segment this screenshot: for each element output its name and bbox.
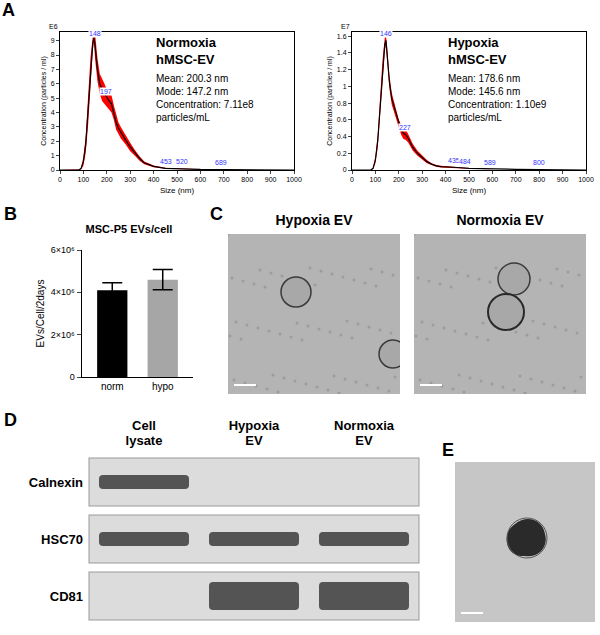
svg-text:900: 900 xyxy=(557,176,569,183)
svg-text:1000: 1000 xyxy=(578,176,594,183)
svg-text:148: 148 xyxy=(89,30,101,37)
svg-text:0: 0 xyxy=(51,166,55,173)
html-text:A: A xyxy=(2,0,15,20)
svg-text:300: 300 xyxy=(124,176,136,183)
svg-text:600: 600 xyxy=(487,176,499,183)
svg-text:600: 600 xyxy=(195,176,207,183)
svg-text:4×10⁶: 4×10⁶ xyxy=(51,287,75,297)
svg-text:9: 9 xyxy=(51,37,55,44)
svg-text:100: 100 xyxy=(370,176,382,183)
svg-text:7: 7 xyxy=(51,66,55,73)
svg-text:200: 200 xyxy=(393,176,405,183)
svg-text:hypo: hypo xyxy=(152,381,174,392)
svg-text:Celllysate: Celllysate xyxy=(126,418,163,448)
svg-text:300: 300 xyxy=(416,176,428,183)
svg-text:1000: 1000 xyxy=(286,176,302,183)
svg-text:HSC70: HSC70 xyxy=(41,532,83,547)
svg-text:1: 1 xyxy=(51,152,55,159)
svg-text:Size (nm): Size (nm) xyxy=(452,186,487,195)
svg-text:800: 800 xyxy=(241,176,253,183)
html-text:D: D xyxy=(4,410,17,430)
html-text:Normoxia EV: Normoxia EV xyxy=(456,212,544,228)
svg-text:NormoxiahMSC-EV: NormoxiahMSC-EV xyxy=(156,35,217,67)
svg-text:1.6: 1.6 xyxy=(337,33,347,40)
html-text:C: C xyxy=(210,204,223,224)
svg-text:4: 4 xyxy=(51,109,55,116)
svg-text:700: 700 xyxy=(510,176,522,183)
svg-text:200: 200 xyxy=(101,176,113,183)
svg-text:400: 400 xyxy=(440,176,452,183)
html-text:E: E xyxy=(442,440,454,460)
html-text:Hypoxia EV: Hypoxia EV xyxy=(275,212,353,228)
svg-text:453: 453 xyxy=(160,158,172,165)
svg-text:0: 0 xyxy=(58,176,62,183)
svg-text:1.2: 1.2 xyxy=(337,66,347,73)
svg-text:Concentration (particles / ml): Concentration (particles / ml) xyxy=(40,56,48,145)
svg-text:Mean: 200.3 nmMode: 147.2 nmCo: Mean: 200.3 nmMode: 147.2 nmConcentratio… xyxy=(156,73,254,123)
svg-text:146: 146 xyxy=(380,30,392,37)
svg-text:900: 900 xyxy=(265,176,277,183)
svg-text:500: 500 xyxy=(463,176,475,183)
svg-text:CD81: CD81 xyxy=(50,589,83,604)
svg-text:2×10⁶: 2×10⁶ xyxy=(51,330,75,340)
svg-text:E6: E6 xyxy=(49,23,58,30)
svg-text:0: 0 xyxy=(70,372,75,382)
svg-text:227: 227 xyxy=(399,124,411,131)
svg-text:Concentration (particles / ml): Concentration (particles / ml) xyxy=(326,56,334,145)
svg-text:197: 197 xyxy=(100,88,112,95)
svg-text:0.6: 0.6 xyxy=(337,116,347,123)
svg-text:0: 0 xyxy=(343,166,347,173)
svg-text:400: 400 xyxy=(148,176,160,183)
svg-text:520: 520 xyxy=(176,158,188,165)
svg-text:800: 800 xyxy=(533,159,545,166)
svg-text:NormoxiaEV: NormoxiaEV xyxy=(334,418,395,448)
svg-text:100: 100 xyxy=(78,176,90,183)
svg-text:500: 500 xyxy=(171,176,183,183)
svg-text:5: 5 xyxy=(51,95,55,102)
svg-text:Calnexin: Calnexin xyxy=(29,475,83,490)
svg-text:0.8: 0.8 xyxy=(337,100,347,107)
svg-text:Mean: 178.6 nmMode: 145.6 nmCo: Mean: 178.6 nmMode: 145.6 nmConcentratio… xyxy=(448,73,547,123)
svg-text:0: 0 xyxy=(350,176,354,183)
svg-text:Size (nm): Size (nm) xyxy=(160,186,195,195)
svg-text:6: 6 xyxy=(51,80,55,87)
svg-text:484: 484 xyxy=(459,158,471,165)
svg-text:700: 700 xyxy=(218,176,230,183)
svg-text:435: 435 xyxy=(448,157,460,164)
svg-text:0.2: 0.2 xyxy=(337,150,347,157)
svg-text:norm: norm xyxy=(101,381,124,392)
svg-text:HypoxiaEV: HypoxiaEV xyxy=(229,418,280,448)
svg-text:HypoxiahMSC-EV: HypoxiahMSC-EV xyxy=(448,35,507,67)
svg-text:800: 800 xyxy=(533,176,545,183)
svg-text:1.4: 1.4 xyxy=(337,49,347,56)
svg-text:689: 689 xyxy=(215,159,227,166)
svg-text:0.4: 0.4 xyxy=(337,133,347,140)
svg-text:EVs/Cell/2days: EVs/Cell/2days xyxy=(35,280,46,348)
svg-text:1: 1 xyxy=(343,83,347,90)
svg-text:2: 2 xyxy=(51,138,55,145)
svg-text:E7: E7 xyxy=(341,23,350,30)
html-text:B: B xyxy=(4,204,17,224)
svg-text:MSC-P5 EVs/cell: MSC-P5 EVs/cell xyxy=(86,223,173,235)
svg-text:589: 589 xyxy=(484,159,496,166)
svg-text:6×10⁶: 6×10⁶ xyxy=(51,245,75,255)
svg-text:3: 3 xyxy=(51,123,55,130)
svg-text:8: 8 xyxy=(51,51,55,58)
